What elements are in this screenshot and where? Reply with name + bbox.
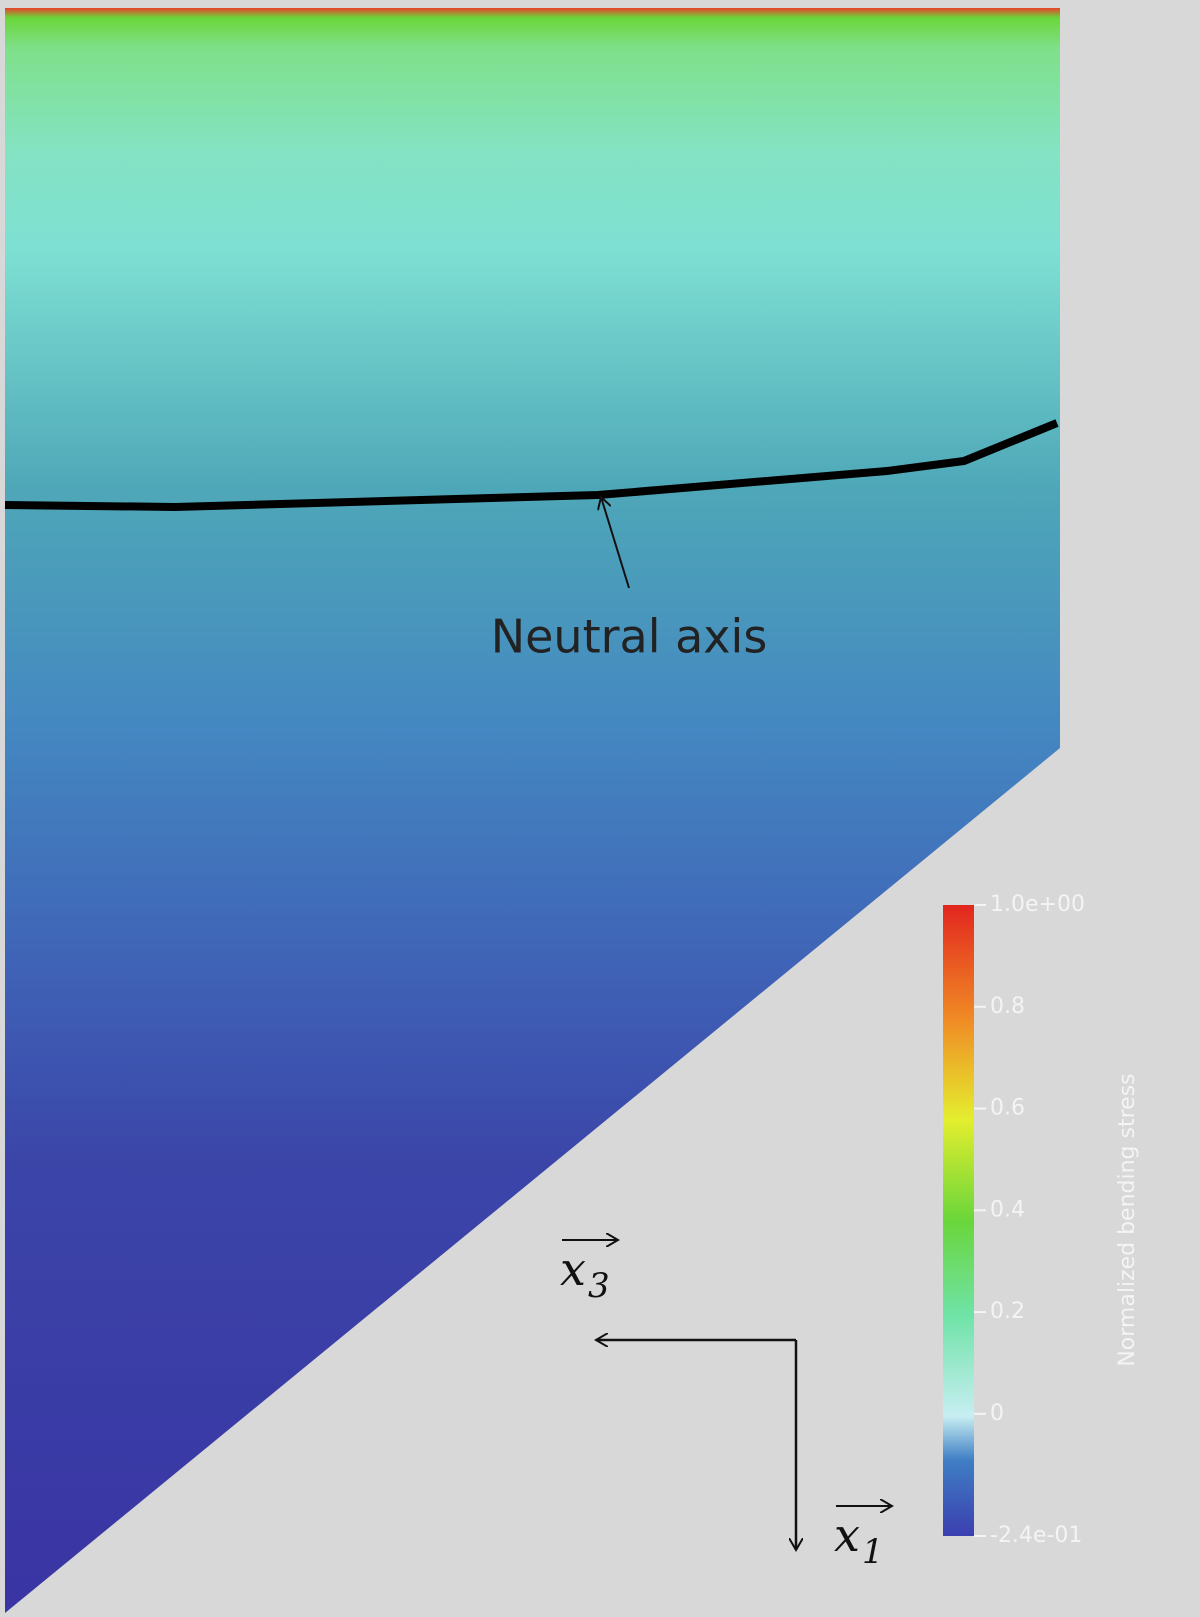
annotation: Neutral axis (491, 610, 768, 664)
axis-label-x3: x 3 (560, 1240, 618, 1306)
colorbar-title: Normalized bending stress (1115, 1073, 1140, 1366)
stress-field (5, 8, 1060, 1613)
tick-label: 0.6 (990, 1096, 1025, 1121)
neutral-axis-line (4, 419, 1059, 511)
annotation-arrow (601, 497, 630, 589)
symbol: x (834, 1508, 860, 1562)
subscript: 1 (862, 1532, 884, 1572)
tick-label: 0.4 (990, 1197, 1025, 1222)
colorbar-ramp (943, 905, 974, 1536)
colorbar: Normalized bending stress 1.0e+00 0.8 0.6 0… (943, 892, 1140, 1548)
tick-label: 1.0e+00 (990, 892, 1085, 917)
axis-label-x1: x 1 (834, 1506, 892, 1572)
tick-label: 0.8 (990, 994, 1025, 1019)
tick-label: -2.4e-01 (990, 1523, 1082, 1548)
subscript: 3 (588, 1266, 610, 1306)
tick-label: 0 (990, 1401, 1004, 1426)
symbol: x (560, 1242, 586, 1296)
tick-label: 0.2 (990, 1299, 1025, 1324)
